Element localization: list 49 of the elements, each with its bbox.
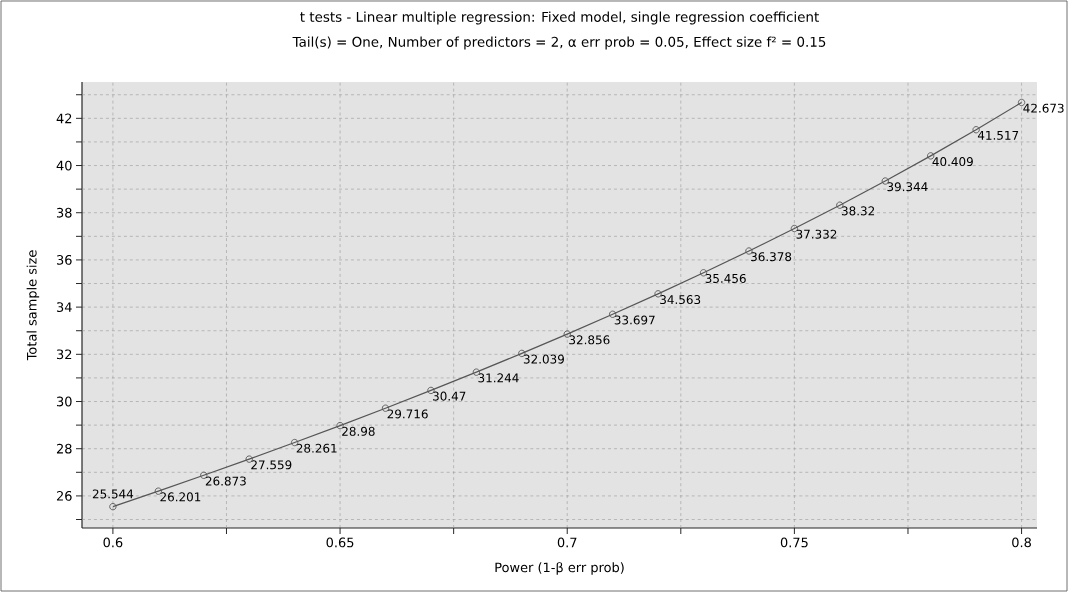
data-label: 34.563: [660, 295, 701, 305]
data-label: 38.32: [841, 206, 875, 216]
y-tick-label: 42: [56, 113, 72, 124]
data-label: 39.344: [887, 182, 928, 192]
point: [154, 487, 162, 495]
point: [972, 126, 980, 134]
point: [836, 201, 844, 209]
x-tick-label: 0.7: [557, 537, 577, 548]
data-label: 41.517: [977, 130, 1019, 140]
data-label: 40.409: [932, 157, 973, 167]
data-label: 42.673: [1023, 103, 1064, 113]
data-label: 35.456: [705, 273, 746, 284]
data-label: 30.47: [433, 391, 466, 401]
data-label: 36.378: [751, 252, 792, 262]
point: [245, 455, 253, 463]
point: [654, 290, 662, 298]
data-label: 32.856: [569, 335, 610, 345]
y-tick-label: 32: [56, 349, 72, 360]
data-label: 37.332: [796, 229, 837, 239]
point: [563, 330, 571, 338]
chart-subtitle: Tail(s) = One, Number of predictors = 2, α err prob = 0.05, Effect size f² = 0.15: [292, 36, 826, 50]
data-label: 26.201: [160, 492, 201, 502]
data-label: 28.261: [296, 443, 337, 453]
data-label: 31.244: [478, 373, 519, 383]
chart-title: t tests - Linear multiple regression: Fixed model, single regression coefficient: [300, 11, 819, 25]
data-label: 32.039: [523, 354, 564, 364]
y-tick-label: 38: [56, 207, 72, 218]
x-axis-title: Power (1-β err prob): [495, 562, 624, 575]
y-tick-label: 26: [56, 491, 72, 501]
data-label: 25.544: [92, 489, 134, 499]
data-label: 29.716: [387, 409, 428, 419]
data-label: 27.559: [251, 460, 292, 470]
data-label: 28.98: [342, 426, 375, 436]
data-label: 33.697: [614, 315, 655, 325]
x-tick-label: 0.65: [326, 537, 354, 548]
y-tick-label: 28: [56, 443, 72, 454]
x-tick-label: 0.8: [1012, 537, 1031, 548]
y-tick-label: 36: [56, 255, 72, 265]
point: [881, 177, 889, 185]
data-label: 26.873: [205, 476, 246, 486]
y-tick-label: 40: [56, 160, 72, 171]
y-tick-label: 30: [56, 396, 72, 407]
x-tick-label: 0.75: [780, 537, 808, 548]
point: [109, 503, 117, 511]
point: [745, 247, 753, 255]
y-axis-title: Total sample size: [26, 250, 40, 361]
y-tick-label: 34: [56, 302, 72, 313]
x-tick-label: 0.6: [103, 537, 123, 548]
point: [200, 471, 208, 479]
